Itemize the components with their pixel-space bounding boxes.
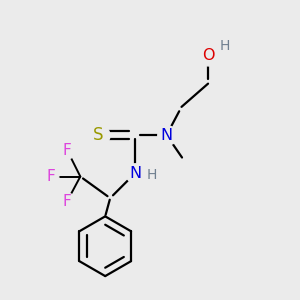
Text: N: N [129,166,141,181]
Text: O: O [202,48,214,63]
Text: F: F [63,142,71,158]
Text: N: N [160,128,173,142]
Text: F: F [63,194,71,209]
Text: F: F [46,169,55,184]
Text: H: H [146,168,157,182]
Text: H: H [220,39,230,53]
Text: S: S [93,126,104,144]
